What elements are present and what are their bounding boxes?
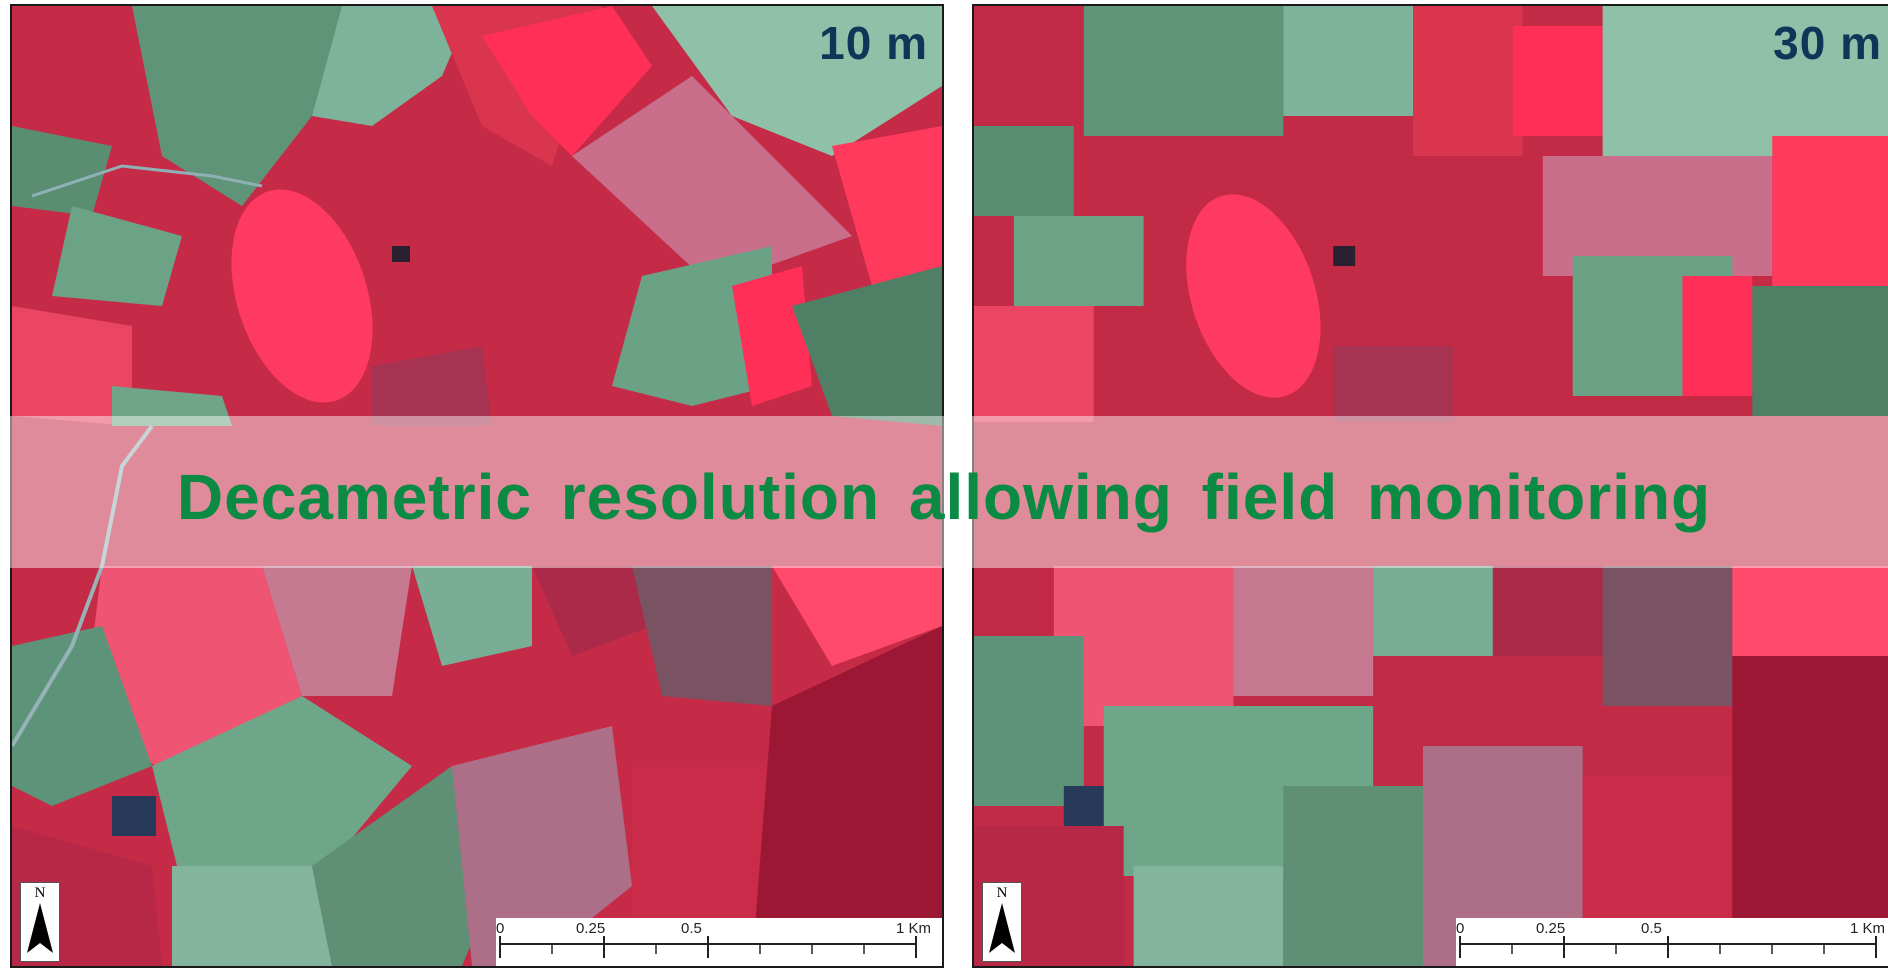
scale-label: 0.25 xyxy=(1536,920,1566,937)
scale-bar: 0 0.25 0.5 1 Km xyxy=(496,918,942,966)
image-panel-10m: 10 m N 0 0.25 0.5 1 Km xyxy=(10,4,944,968)
scale-label: 0 xyxy=(1456,920,1465,937)
caption-text: Decametric resolution allowing field mon… xyxy=(176,461,1712,533)
north-label: N xyxy=(34,885,46,901)
scale-label: 0 xyxy=(496,920,505,937)
scale-label: 1 Km xyxy=(896,920,932,937)
satellite-image-10m xyxy=(12,6,942,966)
north-arrow-icon: N xyxy=(20,882,60,962)
image-panel-30m: 30 m N 0 0.25 0.5 1 Km xyxy=(972,4,1888,968)
scale-label: 1 Km xyxy=(1850,920,1886,937)
caption-banner xyxy=(10,416,1888,568)
scale-bar: 0 0.25 0.5 1 Km xyxy=(1456,918,1888,966)
north-arrow-icon: N xyxy=(982,882,1022,962)
resolution-label: 30 m xyxy=(1773,17,1882,69)
resolution-label: 10 m xyxy=(819,17,928,69)
scale-label: 0.25 xyxy=(576,920,606,937)
scale-label: 0.5 xyxy=(1641,920,1662,937)
scale-label: 0.5 xyxy=(681,920,702,937)
north-label: N xyxy=(996,885,1008,901)
